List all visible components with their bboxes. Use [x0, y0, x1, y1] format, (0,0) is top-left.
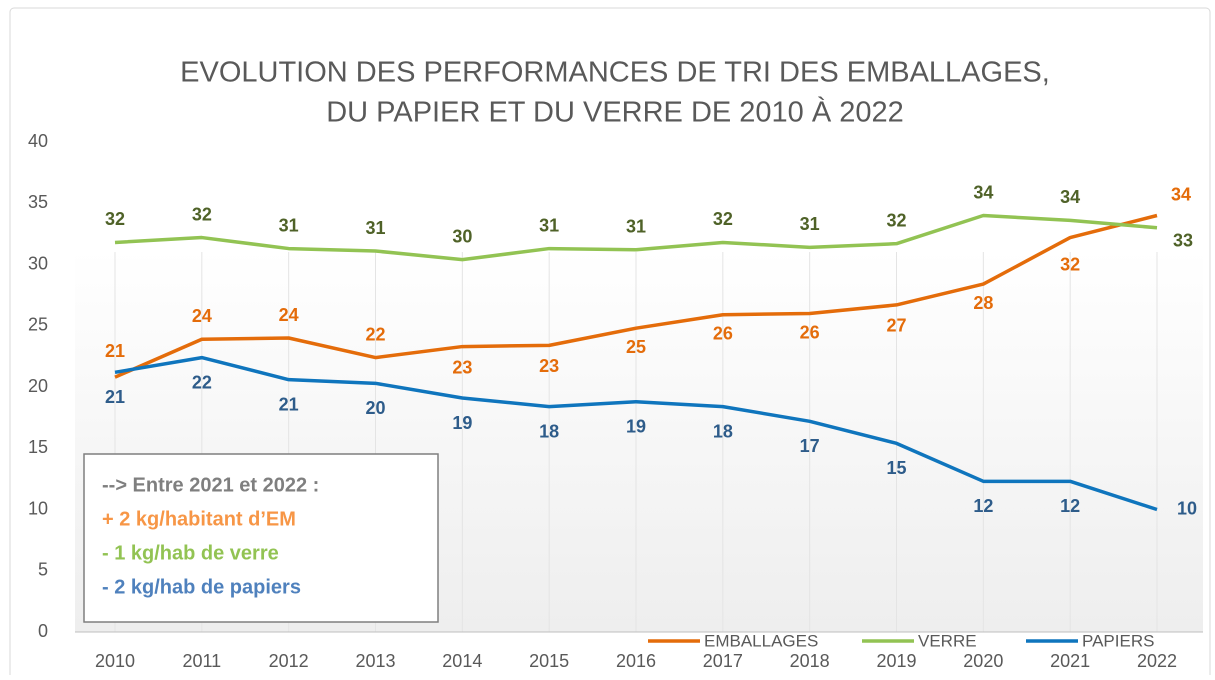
- y-tick-label: 15: [28, 437, 48, 457]
- y-tick-label: 0: [38, 621, 48, 641]
- data-label: 34: [1171, 184, 1191, 204]
- x-tick-label: 2015: [529, 651, 569, 671]
- legend-label: PAPIERS: [1082, 631, 1154, 650]
- y-tick-label: 25: [28, 315, 48, 335]
- data-label: 33: [1173, 231, 1193, 251]
- data-label: 32: [713, 209, 733, 229]
- data-label: 12: [973, 496, 993, 516]
- data-label: 18: [539, 421, 559, 441]
- annotation-text: + 2 kg/habitant d’EM: [102, 508, 296, 530]
- x-tick-label: 2022: [1137, 651, 1177, 671]
- data-label: 31: [626, 217, 646, 237]
- chart-title: DU PAPIER ET DU VERRE DE 2010 À 2022: [326, 96, 904, 129]
- data-label: 24: [279, 305, 299, 325]
- data-label: 34: [973, 182, 993, 202]
- data-label: 26: [713, 323, 733, 343]
- x-tick-label: 2021: [1050, 651, 1090, 671]
- x-tick-label: 2013: [355, 651, 395, 671]
- x-tick-label: 2011: [182, 651, 221, 671]
- data-label: 28: [973, 293, 993, 313]
- annotation-text: - 1 kg/hab de verre: [102, 542, 279, 564]
- data-label: 31: [539, 215, 559, 235]
- x-tick-label: 2014: [442, 651, 482, 671]
- y-tick-label: 20: [28, 376, 48, 396]
- legend-label: VERRE: [918, 631, 977, 650]
- data-label: 32: [105, 209, 125, 229]
- y-tick-label: 10: [28, 498, 48, 518]
- data-label: 18: [713, 421, 733, 441]
- data-label: 32: [192, 204, 212, 224]
- data-label: 21: [279, 394, 299, 414]
- data-label: 12: [1060, 496, 1080, 516]
- data-label: 22: [192, 372, 212, 392]
- chart-title: EVOLUTION DES PERFORMANCES DE TRI DES EM…: [180, 57, 1050, 89]
- data-label: 34: [1060, 187, 1080, 207]
- x-tick-label: 2017: [703, 651, 743, 671]
- x-tick-label: 2012: [269, 651, 309, 671]
- data-label: 19: [452, 413, 472, 433]
- annotation-box: [83, 453, 439, 623]
- data-label: 23: [452, 357, 472, 377]
- data-label: 31: [800, 214, 820, 234]
- y-tick-label: 5: [38, 560, 48, 580]
- data-label: 21: [105, 341, 125, 361]
- y-tick-label: 40: [28, 131, 48, 151]
- data-label: 26: [800, 322, 820, 342]
- annotation-text: - 2 kg/hab de papiers: [102, 576, 301, 598]
- y-tick-label: 30: [28, 253, 48, 273]
- x-tick-label: 2020: [963, 651, 1003, 671]
- data-label: 20: [365, 398, 385, 418]
- x-tick-label: 2010: [95, 651, 135, 671]
- data-label: 32: [886, 210, 906, 230]
- x-tick-label: 2018: [790, 651, 830, 671]
- data-label: 17: [800, 436, 820, 456]
- data-label: 23: [539, 356, 559, 376]
- data-label: 24: [192, 306, 212, 326]
- data-label: 27: [886, 316, 906, 336]
- data-label: 31: [279, 215, 299, 235]
- data-label: 10: [1177, 498, 1197, 518]
- series-line: [114, 355, 1158, 512]
- series-line: [114, 213, 1158, 379]
- data-label: 22: [365, 324, 385, 344]
- y-tick-label: 35: [28, 192, 48, 212]
- legend-label: EMBALLAGES: [704, 631, 818, 650]
- data-label: 25: [626, 337, 646, 357]
- data-label: 32: [1060, 254, 1080, 274]
- series-line: [114, 213, 1158, 262]
- data-label: 21: [105, 387, 125, 407]
- annotation-text: --> Entre 2021 et 2022 :: [102, 474, 319, 496]
- x-tick-label: 2016: [616, 651, 656, 671]
- data-label: 19: [626, 416, 646, 436]
- x-tick-label: 2019: [876, 651, 916, 671]
- data-label: 31: [365, 218, 385, 238]
- data-label: 15: [886, 458, 906, 478]
- data-label: 30: [452, 226, 472, 246]
